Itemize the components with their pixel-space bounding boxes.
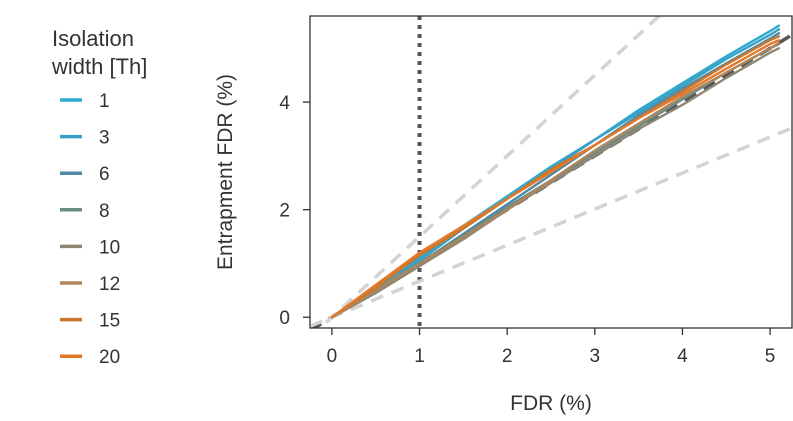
legend-items: 1 3 6 8 10 12 15 20 [60,91,120,368]
legend-label-12: 12 [99,274,120,295]
x-tick-label: 5 [765,346,776,367]
legend-label-1: 1 [99,91,110,112]
y-axis-label: Entrapment FDR (%) [214,74,237,270]
x-tick-label: 1 [414,346,425,367]
series-line-20 [330,39,781,319]
legend-label-20: 20 [99,347,120,368]
legend: Isolation width [Th] 1 3 6 8 10 12 15 20 [51,26,147,368]
x-tick-label: 2 [502,346,513,367]
legend-label-6: 6 [99,164,110,185]
series-line-10 [330,47,781,319]
series-lines [330,24,781,319]
legend-title-line-2: width [Th] [51,54,147,79]
y-tick-label: 0 [279,308,290,329]
legend-label-15: 15 [99,311,120,332]
plot-frame [309,15,793,329]
x-axis-label: FDR (%) [510,392,592,415]
plot-area: 0 1 2 3 4 5 0 2 4 [279,15,793,367]
legend-label-10: 10 [99,237,120,258]
x-tick-label: 4 [677,346,688,367]
series-line-12 [330,41,781,319]
legend-label-3: 3 [99,128,110,149]
legend-label-8: 8 [99,201,110,222]
x-axis: 0 1 2 3 4 5 [327,328,776,367]
y-axis: 0 2 4 [279,93,310,329]
y-tick-label: 4 [279,93,290,114]
y-tick-label: 2 [279,201,290,222]
series-line-3 [330,28,781,319]
x-tick-label: 3 [590,346,601,367]
legend-title-line-1: Isolation [52,26,134,51]
reference-line-slope-0.67 [310,126,792,328]
x-tick-label: 0 [327,346,338,367]
